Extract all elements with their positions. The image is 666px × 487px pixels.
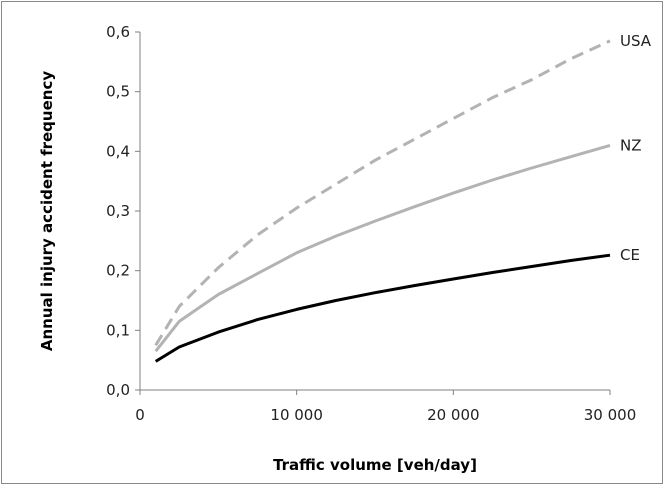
y-axis-title: Annual injury accident frequency (38, 71, 56, 351)
x-tick-label: 20 000 (427, 406, 480, 424)
x-tick-label: 0 (135, 406, 145, 424)
series-lines (154, 39, 611, 363)
series-line-usa (154, 39, 611, 347)
series-line-nz (154, 143, 611, 353)
x-tick-label: 30 000 (584, 406, 637, 424)
x-axis-title: Traffic volume [veh/day] (273, 456, 477, 474)
series-label-nz: NZ (620, 136, 642, 154)
y-tick-label: 0,5 (106, 83, 130, 101)
y-tick-label: 0,2 (106, 262, 130, 280)
y-tick-label: 0,1 (106, 321, 130, 339)
y-tick-label: 0,3 (106, 202, 130, 220)
x-tick-label: 10 000 (270, 406, 323, 424)
series-label-usa: USA (620, 32, 652, 50)
series-label-ce: CE (620, 246, 640, 264)
series-labels: USA NZ CE (620, 32, 652, 264)
axes (135, 31, 611, 395)
y-tick-label: 0,6 (106, 23, 130, 41)
y-tick-label: 0,4 (106, 142, 130, 160)
series-line-ce (154, 253, 611, 363)
tick-labels: 0,0 0,1 0,2 0,3 0,4 0,5 0,6 0 10 000 20 000 30 000 (106, 23, 636, 424)
y-tick-label: 0,0 (106, 381, 130, 399)
